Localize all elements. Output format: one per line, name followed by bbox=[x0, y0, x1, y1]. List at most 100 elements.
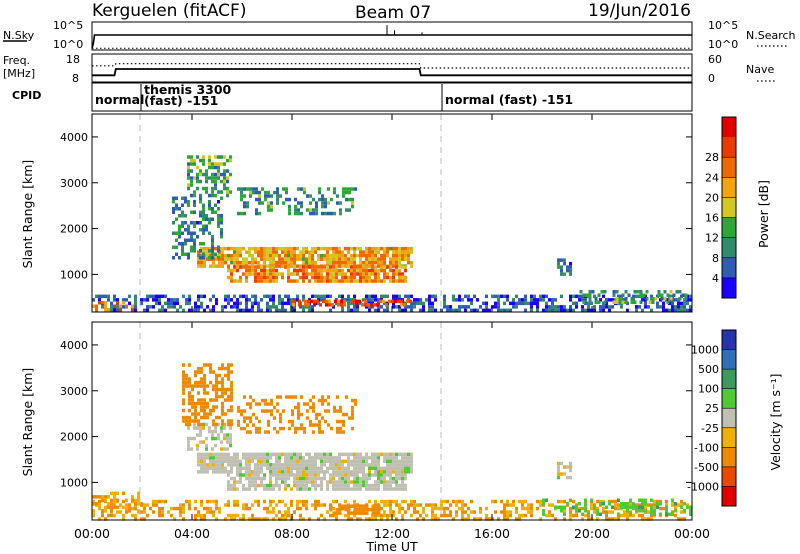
heatmap-cell bbox=[193, 422, 196, 427]
heatmap-cell bbox=[392, 257, 395, 261]
heatmap-cell bbox=[227, 253, 230, 258]
heatmap-cell bbox=[635, 509, 638, 513]
heatmap-cell bbox=[560, 258, 563, 262]
heatmap-cell bbox=[249, 402, 252, 406]
heatmap-cell bbox=[374, 487, 377, 491]
colorbar-swatch bbox=[722, 349, 736, 370]
heatmap-cell bbox=[294, 211, 297, 216]
heatmap-cell bbox=[249, 405, 252, 410]
heatmap-cell bbox=[140, 517, 143, 521]
heatmap-cell bbox=[302, 275, 305, 280]
heatmap-cell bbox=[230, 459, 233, 464]
heatmap-cell bbox=[194, 370, 197, 374]
heatmap-cell bbox=[263, 483, 266, 488]
colorbar-swatch bbox=[722, 217, 736, 238]
heatmap-cell bbox=[587, 510, 590, 514]
heatmap-cell bbox=[572, 301, 575, 306]
heatmap-cell bbox=[211, 238, 214, 242]
heatmap-cell bbox=[239, 459, 242, 464]
heatmap-cell bbox=[209, 510, 212, 514]
heatmap-cell bbox=[278, 272, 281, 276]
heatmap-cell bbox=[650, 308, 653, 313]
heatmap-cell bbox=[288, 211, 291, 216]
heatmap-cell bbox=[416, 298, 419, 302]
heatmap-cell bbox=[299, 459, 302, 464]
heatmap-cell bbox=[395, 246, 398, 251]
heatmap-cell bbox=[410, 246, 413, 251]
heatmap-cell bbox=[324, 197, 327, 202]
heatmap-cell bbox=[335, 507, 339, 512]
heatmap-cell bbox=[203, 260, 206, 265]
heatmap-cell bbox=[158, 513, 161, 518]
heatmap-cell bbox=[515, 517, 518, 521]
heatmap-cell bbox=[272, 463, 275, 467]
heatmap-cell bbox=[224, 412, 227, 416]
heatmap-cell bbox=[281, 476, 284, 481]
heatmap-cell bbox=[305, 265, 308, 269]
heatmap-cell bbox=[431, 513, 434, 518]
heatmap-cell bbox=[398, 268, 401, 273]
heatmap-cell bbox=[278, 470, 281, 474]
heatmap-cell bbox=[425, 298, 428, 302]
heatmap-cell bbox=[236, 246, 239, 251]
heatmap-cell bbox=[293, 473, 296, 477]
heatmap-cell bbox=[311, 275, 314, 280]
heatmap-cell bbox=[320, 487, 323, 491]
heatmap-cell bbox=[336, 426, 339, 431]
heatmap-cell bbox=[557, 472, 560, 476]
heatmap-cell bbox=[338, 253, 341, 258]
heatmap-cell bbox=[340, 299, 343, 304]
heatmap-cell bbox=[389, 473, 392, 477]
heatmap-cell bbox=[312, 409, 315, 413]
heatmap-cell bbox=[305, 463, 308, 467]
colorbar-tick-label: 16 bbox=[705, 212, 719, 225]
heatmap-cell bbox=[368, 272, 371, 276]
freq-plot bbox=[92, 63, 692, 77]
heatmap-cell bbox=[269, 298, 272, 302]
heatmap-cell bbox=[251, 260, 254, 265]
heatmap-cell bbox=[297, 211, 300, 216]
heatmap-cell bbox=[341, 452, 344, 457]
heatmap-cell bbox=[383, 294, 386, 299]
heatmap-cell bbox=[236, 279, 239, 283]
heatmap-cell bbox=[233, 513, 236, 518]
heatmap-cell bbox=[299, 456, 302, 460]
heatmap-cell bbox=[257, 517, 260, 521]
heatmap-cell bbox=[518, 517, 521, 521]
heatmap-cell bbox=[211, 210, 214, 214]
heatmap-cell bbox=[410, 503, 413, 507]
heatmap-cell bbox=[224, 459, 227, 464]
heatmap-cell bbox=[351, 204, 354, 209]
heatmap-cell bbox=[443, 294, 446, 299]
heatmap-cell bbox=[161, 513, 164, 518]
heatmap-cell bbox=[497, 305, 500, 309]
heatmap-cell bbox=[245, 473, 248, 477]
heatmap-cell bbox=[327, 409, 330, 413]
heatmap-cell bbox=[297, 409, 300, 413]
heatmap-cell bbox=[290, 452, 293, 457]
heatmap-cell bbox=[287, 275, 290, 280]
heatmap-cell bbox=[308, 308, 311, 313]
heatmap-cell bbox=[254, 246, 257, 251]
heatmap-cell bbox=[266, 257, 269, 261]
heatmap-cell bbox=[233, 480, 236, 484]
heatmap-cell bbox=[184, 196, 187, 200]
heatmap-cell bbox=[389, 506, 392, 511]
heatmap-cell bbox=[380, 246, 383, 251]
heatmap-cell bbox=[624, 290, 628, 294]
heatmap-cell bbox=[299, 250, 302, 254]
heatmap-cell bbox=[386, 487, 389, 491]
heatmap-cell bbox=[485, 506, 488, 511]
heatmap-cell bbox=[275, 473, 278, 477]
heatmap-cell bbox=[284, 459, 287, 464]
heatmap-cell bbox=[221, 308, 224, 313]
heatmap-cell bbox=[342, 187, 345, 191]
heatmap-cell bbox=[206, 384, 209, 388]
heatmap-cell bbox=[383, 503, 386, 507]
heatmap-cell bbox=[181, 224, 184, 228]
heatmap-cell bbox=[581, 308, 584, 313]
heatmap-cell bbox=[305, 487, 308, 491]
heatmap-cell bbox=[202, 172, 205, 177]
heatmap-cell bbox=[302, 517, 305, 521]
heatmap-cell bbox=[338, 487, 341, 491]
